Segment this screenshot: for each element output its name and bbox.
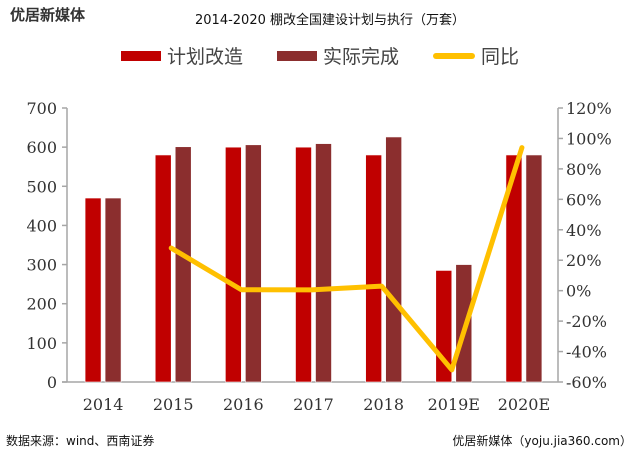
bar-plan — [225, 146, 242, 383]
y2-tick-label: 80% — [566, 160, 602, 179]
y2-tick-label: -40% — [566, 343, 607, 362]
y2-tick-label: 60% — [566, 190, 602, 209]
line-yoy — [168, 145, 525, 373]
y2-tick-label: -60% — [566, 373, 607, 392]
bar-actual — [315, 143, 332, 383]
x-tick-label: 2017 — [293, 395, 334, 414]
x-tick-label: 2014 — [83, 395, 124, 414]
y-tick-label: 200 — [26, 295, 57, 314]
legend-swatch-actual — [276, 50, 317, 61]
legend-item-plan: 计划改造 — [120, 42, 243, 69]
bar-plan — [365, 154, 382, 383]
bar-actual — [174, 146, 192, 383]
y2-tick-label: 20% — [566, 251, 602, 270]
y-tick-label: 700 — [26, 99, 57, 118]
brand-logo: 优居新媒体 — [10, 6, 86, 24]
legend-label-yoy: 同比 — [481, 46, 520, 68]
y-tick-label: 300 — [26, 256, 57, 275]
bar-plan — [505, 154, 523, 383]
bar-actual — [385, 136, 402, 383]
x-tick-label: 2019E — [428, 395, 480, 414]
bar-plan — [154, 154, 172, 383]
legend-swatch-plan — [120, 50, 161, 61]
legend-label-actual: 实际完成 — [322, 46, 399, 68]
y2-tick-label: 40% — [566, 221, 602, 240]
y-tick-label: 600 — [26, 138, 57, 157]
x-tick-label: 2015 — [153, 395, 194, 414]
y-tick-label: 500 — [26, 177, 57, 196]
x-tick-label: 2016 — [223, 395, 264, 414]
legend: 计划改造 实际完成 同比 — [0, 42, 640, 69]
legend-item-actual: 实际完成 — [276, 42, 399, 69]
legend-swatch-yoy — [433, 52, 475, 59]
y2-tick-label: 120% — [566, 99, 612, 118]
credit: 优居新媒体（yoju.jia360.com） — [452, 434, 632, 448]
bar-plan — [295, 146, 312, 383]
y2-tick-label: -20% — [566, 312, 607, 331]
y2-tick-label: 0% — [566, 282, 591, 301]
legend-item-yoy: 同比 — [433, 42, 519, 69]
y2-tick-label: 100% — [566, 129, 612, 148]
data-source: 数据来源：wind、西南证券 — [6, 434, 155, 448]
bar-actual — [104, 197, 122, 383]
y-tick-label: 0 — [47, 373, 57, 392]
y-tick-label: 100 — [26, 334, 57, 353]
bar-actual — [455, 264, 473, 383]
legend-label-plan: 计划改造 — [166, 46, 243, 68]
x-tick-label: 2018 — [363, 395, 404, 414]
bar-actual — [245, 144, 262, 383]
bar-plan — [84, 197, 102, 383]
bar-actual — [525, 154, 543, 383]
y-tick-label: 400 — [26, 216, 57, 235]
x-tick-label: 2020E — [498, 395, 550, 414]
chart-title: 2014-2020 棚改全国建设计划与执行（万套） — [195, 13, 465, 28]
